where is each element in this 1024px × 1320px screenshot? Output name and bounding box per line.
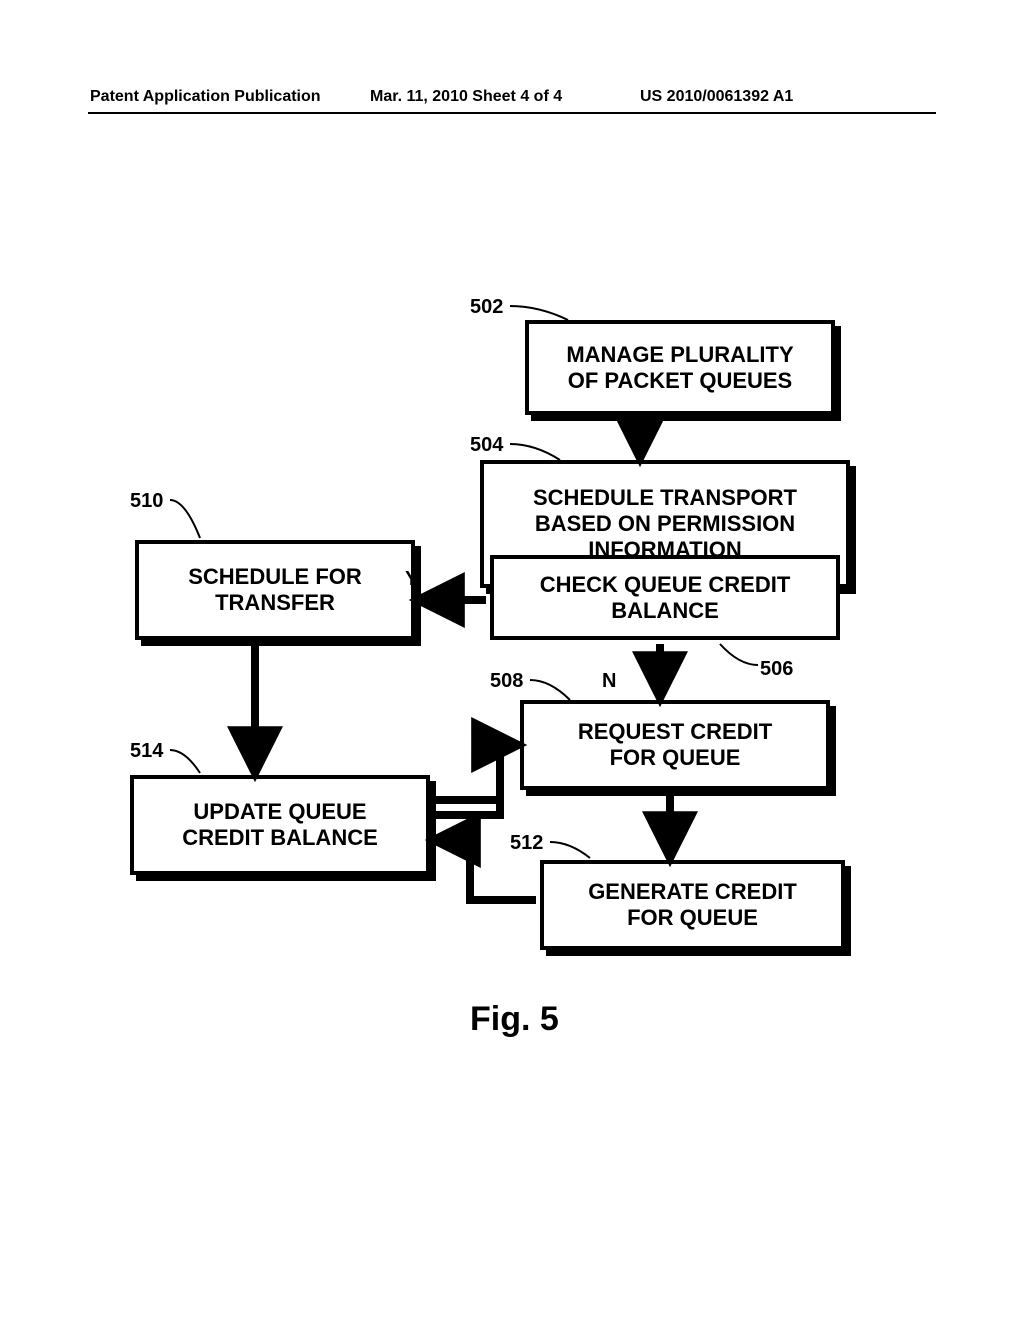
edge-label-yes: Y: [405, 568, 418, 591]
node-request-credit: REQUEST CREDITFOR QUEUE: [520, 700, 830, 790]
node-text: GENERATE CREDITFOR QUEUE: [544, 879, 841, 931]
ref-502: 502: [470, 296, 503, 319]
node-generate-credit: GENERATE CREDITFOR QUEUE: [540, 860, 845, 950]
node-text: MANAGE PLURALITYOF PACKET QUEUES: [529, 342, 831, 394]
node-check-credit: CHECK QUEUE CREDITBALANCE: [490, 555, 840, 640]
ref-514: 514: [130, 740, 163, 763]
node-update-balance: UPDATE QUEUECREDIT BALANCE: [130, 775, 430, 875]
node-text: CHECK QUEUE CREDITBALANCE: [494, 572, 836, 624]
node-text: REQUEST CREDITFOR QUEUE: [524, 719, 826, 771]
connectors-layer: [0, 0, 1024, 1320]
ref-506: 506: [760, 658, 793, 681]
ref-508: 508: [490, 670, 523, 693]
figure-caption: Fig. 5: [470, 1000, 559, 1039]
node-schedule-transfer: SCHEDULE FORTRANSFER: [135, 540, 415, 640]
ref-504: 504: [470, 434, 503, 457]
header-patent-no: US 2010/0061392 A1: [640, 88, 793, 106]
ref-510: 510: [130, 490, 163, 513]
header-date-sheet: Mar. 11, 2010 Sheet 4 of 4: [370, 88, 562, 106]
node-text: SCHEDULE FORTRANSFER: [139, 564, 411, 616]
page: Patent Application Publication Mar. 11, …: [0, 0, 1024, 1320]
ref-512: 512: [510, 832, 543, 855]
edge-label-no: N: [602, 670, 616, 693]
header-rule: [88, 112, 936, 114]
header-publication: Patent Application Publication: [90, 88, 321, 106]
node-text: SCHEDULE TRANSPORTBASED ON PERMISSIONINF…: [484, 485, 846, 563]
node-manage-queues: MANAGE PLURALITYOF PACKET QUEUES: [525, 320, 835, 415]
node-text: UPDATE QUEUECREDIT BALANCE: [134, 799, 426, 851]
